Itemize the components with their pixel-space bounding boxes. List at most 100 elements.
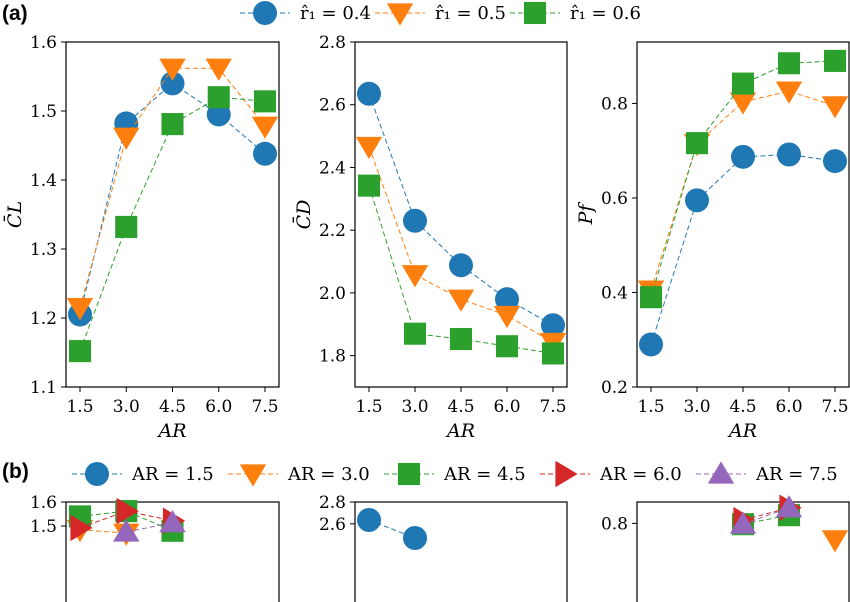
subplot-b-1: 1.51.6 xyxy=(30,493,280,602)
data-point xyxy=(357,174,381,197)
data-point xyxy=(493,305,521,329)
subplot-a-2: 1.8 2.0 2.2 2.4 2.6 2.8 1.5 3.0 4.5 6.0 7.5 AR C̄D xyxy=(292,33,568,442)
data-point xyxy=(253,90,277,113)
y-tick-label: 2.0 xyxy=(319,284,346,304)
y-tick-label: 0.2 xyxy=(601,378,628,398)
x-tick-label: 6.0 xyxy=(775,397,802,417)
data-point xyxy=(639,286,663,309)
data-point xyxy=(161,113,184,136)
y-tick-label: 0.4 xyxy=(601,283,628,303)
x-axis-label: AR xyxy=(156,420,186,442)
data-point xyxy=(357,81,381,106)
y-tick-label: 2.6 xyxy=(319,515,346,535)
data-point xyxy=(251,116,279,139)
data-point xyxy=(207,86,230,109)
data-point xyxy=(541,313,565,338)
subplot-a-1: 1.1 1.2 1.3 1.4 1.5 1.6 1.5 3.0 4.5 6.0 7.5 AR C̄L xyxy=(3,33,280,442)
legend-label: r̂₁ = 0.4 xyxy=(300,3,371,24)
data-point xyxy=(113,127,140,150)
y-tick-label: 2.4 xyxy=(319,158,346,178)
panel-b-tag: (b) xyxy=(2,460,29,483)
data-point xyxy=(639,332,663,357)
y-tick-label: 1.4 xyxy=(30,171,57,191)
subplot-b-3: 0.8 xyxy=(601,494,850,602)
data-point xyxy=(447,289,475,312)
y-tick-label: 1.2 xyxy=(30,309,57,329)
legend-marker xyxy=(397,462,421,486)
series-line xyxy=(368,146,554,343)
series-line xyxy=(79,67,266,308)
legend-marker xyxy=(85,462,109,486)
legend-item: AR = 3.0 xyxy=(228,464,370,487)
plots: 1.11.21.31.41.51.61.5 3.0 4.5 6.0 7.5ARC̄L1.… xyxy=(3,33,850,602)
x-tick-label: 3.0 xyxy=(113,397,140,417)
series-line xyxy=(650,90,836,291)
data-point xyxy=(159,58,186,81)
data-point xyxy=(403,208,427,233)
y-axis-label: Pf xyxy=(575,202,597,226)
legend-item: AR = 1.5 xyxy=(72,462,214,486)
axes-frame xyxy=(354,501,568,602)
legend-marker xyxy=(386,3,414,26)
y-tick-label: 1.5 xyxy=(30,517,57,537)
data-point xyxy=(823,149,847,174)
series-group xyxy=(357,508,427,550)
series-group xyxy=(66,497,186,546)
x-tick-label: 3.0 xyxy=(683,397,710,417)
data-point xyxy=(729,92,757,115)
y-tick-label: 1.6 xyxy=(30,493,57,513)
y-tick-label: 2.2 xyxy=(319,221,346,241)
x-tick-label: 4.5 xyxy=(447,397,474,417)
data-point xyxy=(357,508,381,532)
data-point xyxy=(115,215,138,238)
legend-marker xyxy=(707,461,735,484)
x-tick-label: 6.0 xyxy=(493,397,520,417)
legend-item: r̂₁ = 0.5 xyxy=(375,3,506,26)
data-point xyxy=(116,497,139,525)
legend-label: r̂₁ = 0.6 xyxy=(570,3,641,24)
x-tick-label: 7.5 xyxy=(821,397,848,417)
data-point xyxy=(70,514,93,542)
legend-label: AR = 4.5 xyxy=(443,464,526,485)
y-tick-label: 0.8 xyxy=(601,94,628,114)
data-point xyxy=(403,322,427,345)
subplot-b-2: 2.62.8 xyxy=(319,493,568,602)
data-point xyxy=(495,335,519,358)
x-tick-label: 4.5 xyxy=(159,397,186,417)
subplot-a-3: 0.2 0.4 0.6 0.8 1.5 3.0 4.5 6.0 7.5 AR Pf xyxy=(575,41,850,442)
data-point xyxy=(685,188,709,213)
legend-item: AR = 4.5 xyxy=(384,462,526,486)
x-tick-label: 4.5 xyxy=(729,397,756,417)
data-point xyxy=(253,141,277,166)
legend-marker xyxy=(523,1,547,25)
axes-frame xyxy=(636,501,850,602)
y-tick-label: 1.1 xyxy=(30,378,57,398)
y-tick-label: 2.8 xyxy=(319,33,346,53)
data-point xyxy=(731,72,755,95)
data-point xyxy=(66,298,94,321)
series-line xyxy=(368,93,554,326)
data-point xyxy=(729,511,757,534)
series-line xyxy=(650,153,836,345)
legend-item: r̂₁ = 0.6 xyxy=(510,1,641,25)
legend-label: AR = 1.5 xyxy=(131,464,214,485)
axes-frame xyxy=(65,501,280,602)
legend-marker xyxy=(253,1,277,25)
data-point xyxy=(68,340,92,363)
data-point xyxy=(775,81,803,104)
legend-a: r̂₁ = 0.4 r̂₁ = 0.5 r̂₁ = 0.6 xyxy=(240,1,641,26)
y-tick-label: 1.3 xyxy=(30,240,57,260)
data-point xyxy=(821,530,849,553)
x-tick-label: 3.0 xyxy=(401,397,428,417)
legend-marker xyxy=(555,460,578,488)
y-axis-label: C̄D xyxy=(292,200,315,230)
data-point xyxy=(823,49,847,72)
y-tick-label: 2.6 xyxy=(319,96,346,116)
series-line xyxy=(79,510,173,532)
data-point xyxy=(449,253,473,278)
y-tick-label: 1.6 xyxy=(30,33,57,53)
data-point xyxy=(821,96,849,119)
x-tick-label: 1.5 xyxy=(637,397,664,417)
data-point xyxy=(159,510,186,533)
